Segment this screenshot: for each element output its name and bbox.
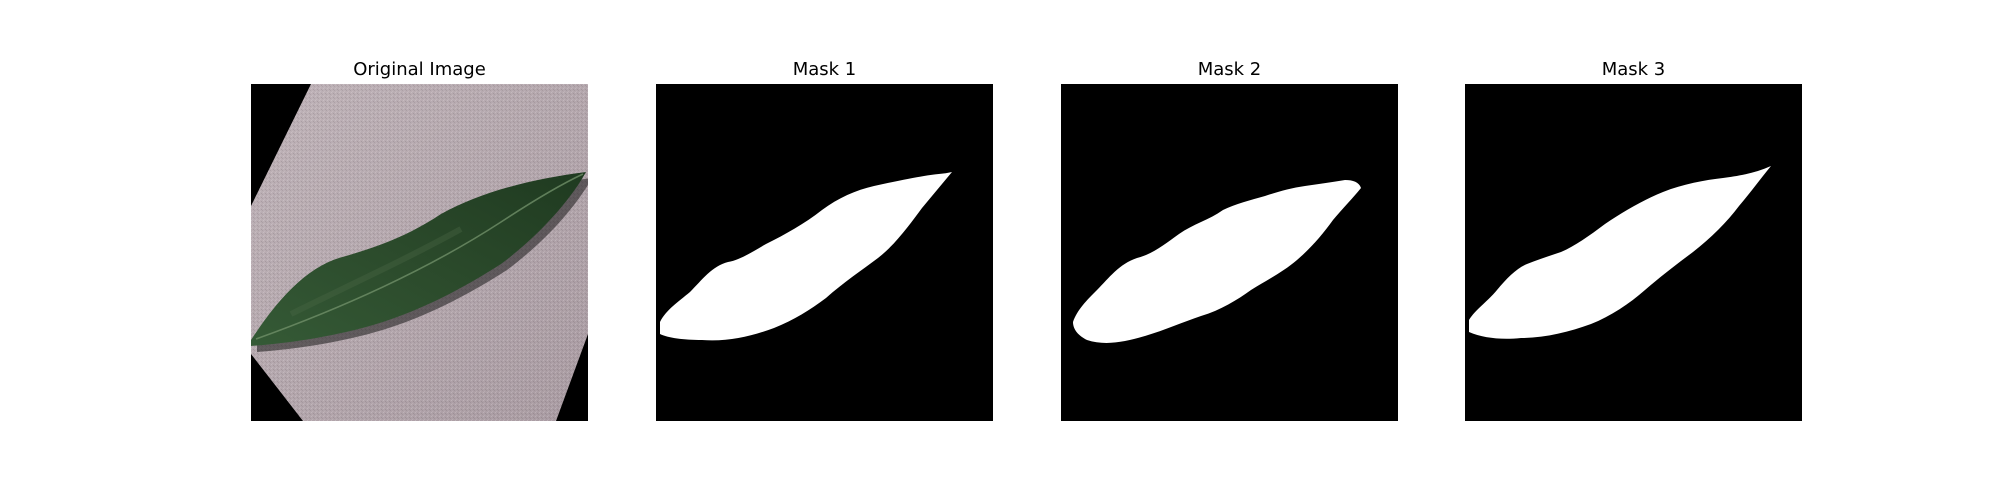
mask-1-shape bbox=[660, 172, 952, 341]
panel-title-original-image: Original Image bbox=[353, 59, 486, 80]
mask-2-panel bbox=[1061, 84, 1398, 421]
leaf-midrib bbox=[255, 173, 584, 340]
mask-2-image bbox=[1061, 84, 1398, 421]
leaf bbox=[251, 172, 586, 346]
mask-3-shape bbox=[1469, 166, 1771, 339]
panel-title-mask-1: Mask 1 bbox=[792, 59, 857, 80]
original-image bbox=[251, 84, 588, 421]
mask-1-image bbox=[656, 84, 993, 421]
panel-title-mask-3: Mask 3 bbox=[1601, 59, 1666, 80]
mask-1-panel bbox=[656, 84, 993, 421]
mask-2-shape bbox=[1073, 180, 1361, 343]
mask-3-image bbox=[1465, 84, 1802, 421]
panel-title-mask-2: Mask 2 bbox=[1197, 59, 1262, 80]
mask-3-panel bbox=[1465, 84, 1802, 421]
original-image-panel bbox=[251, 84, 588, 421]
